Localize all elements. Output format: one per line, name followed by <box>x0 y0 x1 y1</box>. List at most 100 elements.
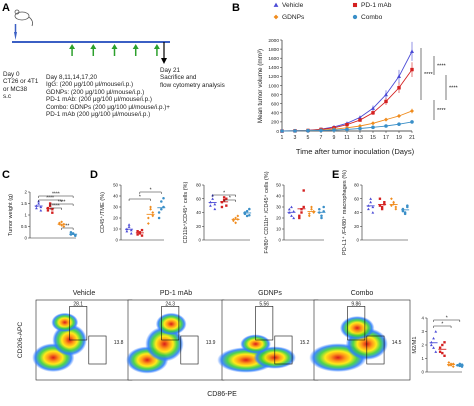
data-point <box>140 234 144 237</box>
x-tick-label: 1 <box>281 135 284 141</box>
data-point <box>397 86 401 90</box>
panel-letter-d: D <box>90 169 98 181</box>
series-line-1 <box>281 51 413 132</box>
y-tick-label: 1800 <box>268 47 279 53</box>
y-tick-label: 20 <box>196 224 201 229</box>
data-point <box>390 197 393 201</box>
endpoint-line: flow cytometry analysis <box>160 81 225 89</box>
density-blob <box>155 312 187 336</box>
data-point <box>410 49 414 53</box>
scatter-panel-D3: 0 10 20 30 40 50 F4/80⁺ CD11b⁺ /CD45⁺ cells (%… <box>263 171 326 254</box>
data-point <box>441 351 444 355</box>
data-point <box>209 204 212 207</box>
data-point <box>345 122 349 127</box>
data-point <box>307 214 311 218</box>
endpoint-block: Day 21 Sacrifice and flow cytometry anal… <box>160 67 225 89</box>
flow-panel-2: PD-1 mAb 24.3 13.9 <box>126 290 225 381</box>
sig-mark: **** <box>58 200 66 206</box>
y-tick-label: 4 <box>422 316 425 321</box>
treatment-arrow-head <box>111 44 118 49</box>
y-tick-label: 0.5 <box>21 224 28 229</box>
y-tick-label: 0 <box>357 238 360 243</box>
data-point <box>69 230 73 234</box>
data-point <box>146 216 150 220</box>
data-point <box>384 92 388 97</box>
sig-mark: * <box>446 316 448 322</box>
y-tick-label: 1 <box>25 213 28 218</box>
y-tick-label: 2 <box>422 343 425 348</box>
data-point <box>51 208 54 211</box>
data-point <box>127 225 131 228</box>
mouse-icon <box>14 9 33 27</box>
data-point <box>149 205 152 209</box>
data-point <box>157 211 161 214</box>
treatment-arrows <box>69 44 160 56</box>
density-blob <box>339 316 375 340</box>
sig-bracket <box>61 227 74 230</box>
gate-right <box>88 335 107 365</box>
data-point <box>358 123 362 128</box>
data-point <box>447 361 451 364</box>
sig-bracket <box>139 191 162 194</box>
y-tick-label: 20 <box>113 216 118 221</box>
panel-letter-b: B <box>232 2 240 14</box>
data-point <box>160 207 163 211</box>
data-point <box>383 200 386 204</box>
data-point <box>443 354 446 357</box>
x-tick-label: 15 <box>370 135 376 141</box>
data-point <box>380 205 384 209</box>
gate-upper-percent: 5.56 <box>259 302 269 308</box>
data-point <box>451 365 455 368</box>
x-tick-label: 7 <box>320 135 323 141</box>
y-tick-label: 1600 <box>268 56 279 62</box>
gate-upper <box>69 306 88 341</box>
data-point <box>384 99 388 104</box>
data-point <box>410 67 414 72</box>
data-point <box>392 200 396 204</box>
data-point <box>211 197 215 200</box>
sig-bracket <box>49 207 62 210</box>
y-tick-label: 0 <box>276 129 279 135</box>
scatter-panel-E: 0 20 40 60 80 PD-L1⁺ /F4/80⁺ macrophages (%) <box>341 170 410 255</box>
y-tick-label: 1000 <box>268 83 279 89</box>
y-axis-label: CD11b⁺/CD45⁺ cells (%) <box>182 181 189 243</box>
data-point <box>306 128 310 133</box>
data-point <box>307 212 311 215</box>
data-point <box>406 205 409 209</box>
density-blob <box>145 326 184 362</box>
y-tick-label: 20 <box>276 216 281 221</box>
data-point <box>367 207 370 211</box>
data-point <box>245 214 249 218</box>
data-point <box>397 74 401 78</box>
data-point <box>136 230 139 233</box>
data-point <box>434 350 438 353</box>
day0-line: Day 0 <box>3 71 20 78</box>
data-point <box>358 118 362 122</box>
y-tick-label: 60 <box>354 196 359 201</box>
legend-label: Combo <box>361 14 383 21</box>
gate-right <box>274 335 293 365</box>
y-axis-label: F4/80⁺ CD11b⁺ /CD45⁺ cells (%) <box>263 171 270 253</box>
y-tick-label: 0 <box>116 238 119 243</box>
data-point <box>292 216 296 220</box>
data-point <box>151 211 155 214</box>
y-axis-label: CD45⁺/TME (%) <box>99 192 106 233</box>
endpoint-arrow-head <box>161 58 167 64</box>
y-tick-label: 40 <box>196 210 201 215</box>
treatment-arrow-head <box>69 44 76 49</box>
gate-upper-percent: 9.86 <box>351 302 361 308</box>
data-point <box>371 111 375 115</box>
y-tick-label: 10 <box>113 227 118 232</box>
y-axis-label: M2/M1 <box>412 336 418 353</box>
data-point <box>298 214 301 217</box>
y-axis-label: Mean tumor volume (mm³) <box>257 49 264 123</box>
sig-bracket <box>223 199 236 202</box>
data-point <box>149 207 152 211</box>
sig-mark: **** <box>52 192 60 198</box>
y-tick-label: 400 <box>271 111 279 117</box>
day0-line: or MC38 <box>3 85 28 93</box>
sig-mark: **** <box>52 204 60 210</box>
x-tick-label: 19 <box>396 135 402 141</box>
